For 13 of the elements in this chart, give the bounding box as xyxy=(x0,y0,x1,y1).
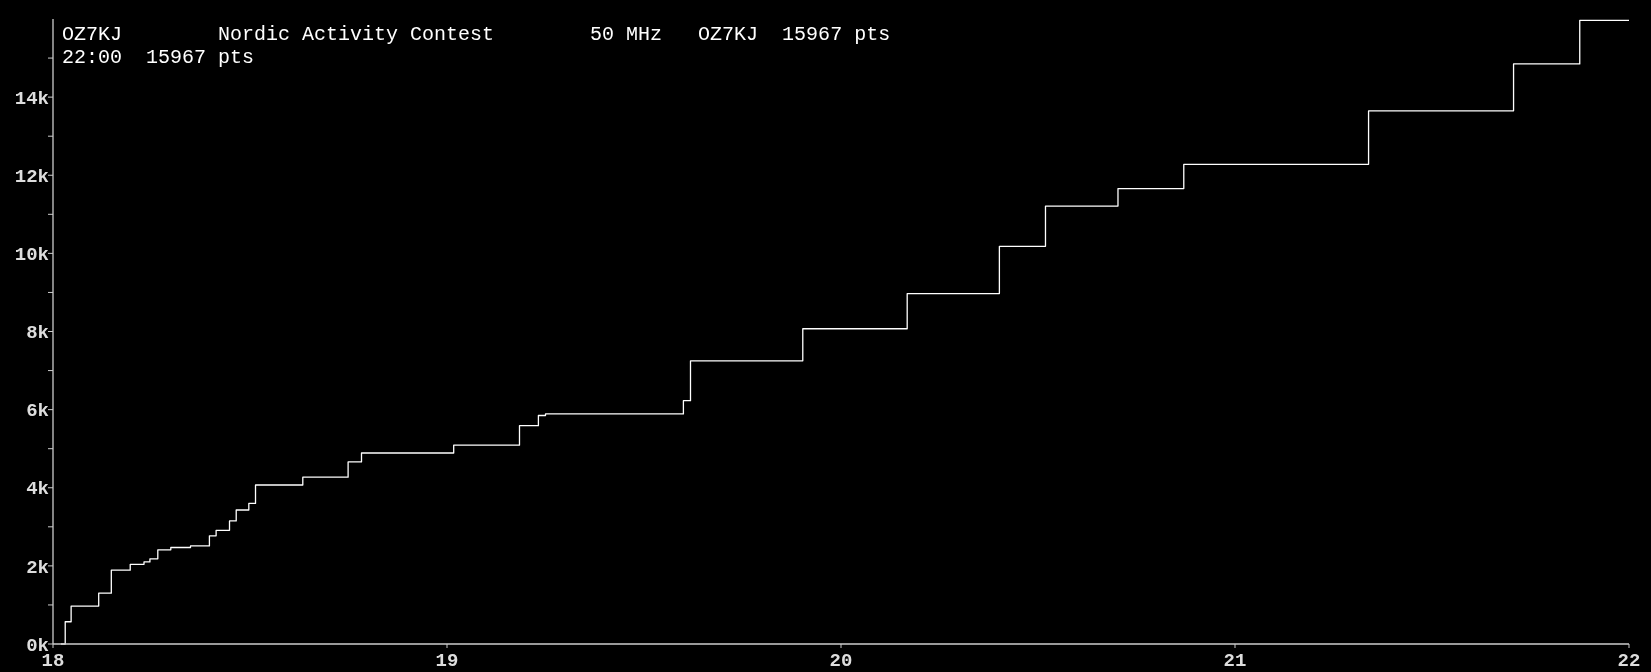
x-tick-label: 20 xyxy=(829,650,853,672)
y-tick-label: 12k xyxy=(14,165,49,188)
x-tick-label: 22 xyxy=(1617,650,1641,672)
chart-title: OZ7KJ Nordic Activity Contest 50 MHz OZ7KJ 15967 pts xyxy=(62,23,891,46)
x-tick-label: 21 xyxy=(1223,650,1247,672)
y-tick-label: 2k xyxy=(26,556,49,579)
x-tick-label: 19 xyxy=(435,650,459,672)
y-tick-label: 4k xyxy=(26,478,49,501)
y-tick-label: 6k xyxy=(26,400,49,423)
y-tick-label: 8k xyxy=(26,322,49,345)
y-tick-label: 14k xyxy=(14,87,49,110)
y-tick-label: 10k xyxy=(14,244,49,267)
text: 22:00 15967 pts xyxy=(62,46,255,69)
